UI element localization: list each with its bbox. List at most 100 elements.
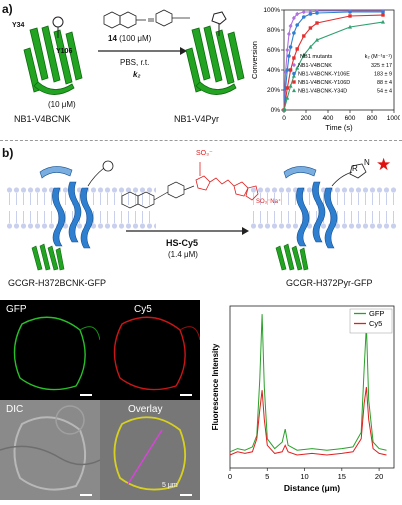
profile-x-axis-label: Distance (μm) — [284, 483, 340, 493]
protein-left-structure — [23, 16, 83, 95]
receptor-left-structure — [31, 160, 114, 271]
scale-bar-overlay — [180, 494, 192, 496]
panel-divider — [0, 140, 402, 141]
profile-x-tick-label: 5 — [265, 472, 269, 481]
data-point — [295, 23, 299, 27]
legend-k2-value: 325 ± 17 — [371, 63, 392, 69]
x-axis-label: Time (s) — [325, 123, 353, 132]
micro-dic-image: DIC — [0, 400, 101, 500]
reagent-concentration: (100 μM) — [119, 34, 152, 43]
data-point — [286, 31, 291, 37]
overlay-cell-outline — [113, 416, 186, 491]
data-point — [287, 54, 291, 58]
legend-series-name: NB1-V4BCNK-Y34D — [298, 89, 347, 95]
series-line — [283, 10, 383, 111]
data-point — [285, 86, 289, 90]
data-point — [348, 10, 352, 14]
reagent-line: 14 (100 μM) — [108, 34, 151, 43]
data-point — [348, 14, 352, 18]
receptor-left-name: GCGR-H372BCNK-GFP — [8, 278, 107, 288]
x-tick-label: 600 — [345, 115, 356, 122]
x-tick-label: 800 — [367, 115, 378, 122]
series-line — [283, 14, 384, 111]
x-tick-label: 0 — [282, 115, 286, 122]
so3-group: SO₃⁻ — [196, 150, 213, 157]
reaction-conditions: PBS, r.t. — [120, 58, 150, 67]
data-point — [315, 21, 319, 25]
y-tick-label: 40% — [267, 67, 280, 74]
micro-label-cy5: Cy5 — [134, 304, 152, 315]
legend-marker — [292, 62, 296, 68]
x-tick-label: 400 — [323, 115, 334, 122]
y-tick-label: 100% — [263, 7, 280, 14]
data-point — [348, 24, 352, 29]
x-tick-label: 1000 — [387, 115, 400, 122]
data-point — [315, 11, 319, 15]
scale-bar-gfp — [80, 394, 92, 396]
profile-series-line — [229, 314, 387, 453]
data-point — [302, 15, 306, 19]
data-point — [295, 47, 299, 51]
plot-frame — [283, 9, 395, 111]
profile-x-tick-label: 15 — [338, 472, 346, 481]
data-point — [288, 68, 293, 72]
data-point — [381, 19, 385, 24]
scale-bar-dic — [80, 494, 92, 496]
cy5-cell-outline — [113, 316, 201, 391]
data-point — [295, 11, 300, 17]
data-point — [315, 37, 319, 42]
legend-series-name: NB1-V4BCNK-Y106E — [298, 72, 350, 78]
cy5-star-icon: ★ — [376, 155, 392, 174]
micro-label-dic: DIC — [6, 404, 24, 415]
protein-concentration: (10 μM) — [48, 100, 76, 109]
profile-x-tick-label: 10 — [300, 472, 308, 481]
reagent-14-structure — [103, 9, 190, 29]
data-point — [308, 26, 313, 30]
legend-marker — [292, 71, 296, 76]
y-tick-label: 80% — [267, 27, 280, 34]
protein-left-name: NB1-V4BCNK — [14, 114, 71, 124]
legend-k2-value: 88 ± 4 — [377, 80, 392, 86]
hs-cy5-structure — [121, 162, 259, 209]
profile-series-line — [229, 386, 387, 456]
residue-y106-label: Y106 — [56, 48, 73, 55]
reagent-number: 14 — [108, 34, 117, 43]
data-point — [295, 65, 300, 70]
data-point — [282, 107, 286, 112]
data-point — [288, 83, 293, 88]
micro-label-overlay: Overlay — [128, 404, 163, 415]
data-point — [292, 31, 296, 35]
scale-bar-label: 5 μm — [162, 482, 178, 489]
pyrazole-r-label: R — [352, 164, 358, 173]
legend-k2-value: 183 ± 9 — [374, 72, 392, 78]
legend-title: NB1 mutants — [300, 54, 333, 60]
profile-legend-label: Cy5 — [369, 319, 382, 328]
data-point — [308, 12, 313, 16]
data-point — [301, 9, 306, 15]
y-tick-label: 0% — [271, 107, 281, 114]
micro-overlay-image: Overlay 5 μm — [100, 400, 200, 500]
data-point — [308, 44, 313, 49]
data-point — [291, 73, 296, 78]
micro-gfp-image: GFP — [0, 300, 101, 400]
reaction-arrow-a — [98, 47, 187, 55]
micro-cy5-image: Cy5 — [100, 300, 201, 400]
legend-marker — [292, 80, 296, 84]
x-tick-label: 200 — [301, 115, 312, 122]
probe-name: HS-Cy5 — [166, 238, 199, 248]
data-point — [285, 68, 290, 72]
legend-k2-header: k₂ (M⁻¹s⁻¹) — [365, 54, 392, 60]
protein-right-structure — [185, 11, 245, 95]
legend-marker — [292, 88, 296, 93]
data-point — [285, 95, 290, 100]
profile-legend-label: GFP — [369, 309, 384, 318]
panel-b-label: b) — [2, 146, 14, 160]
protein-right-name: NB1-V4Pyr — [174, 114, 220, 124]
legend-series-name: NB1-V4BCNK — [298, 63, 332, 69]
fluorescence-profile-chart: 0 5 10 15 20 Distance (μm) Fluorescence Intens… — [211, 305, 395, 493]
receptor-right-structure — [275, 163, 367, 271]
data-point — [288, 45, 293, 49]
so3na-group: SO₃⁻Na⁺ — [256, 199, 282, 205]
y-axis-label: Conversion — [250, 41, 259, 79]
receptor-right-name: GCGR-H372Pyr-GFP — [286, 278, 373, 288]
